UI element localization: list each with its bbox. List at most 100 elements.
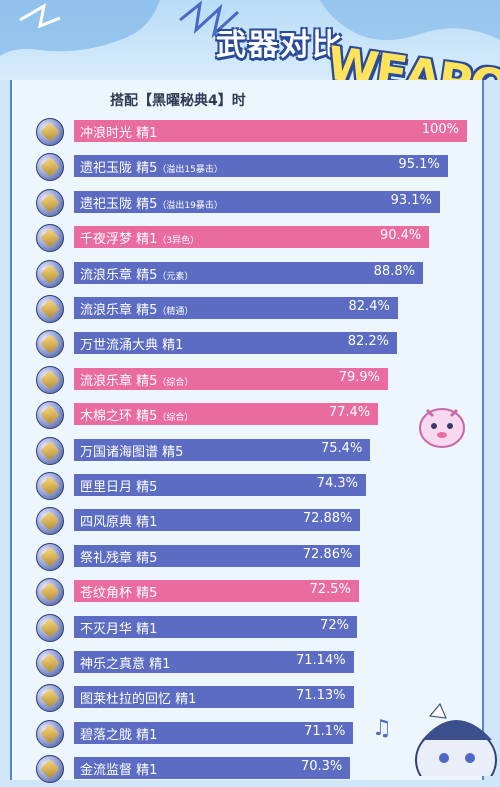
bar-row: 木棉之环 精5（综合） 77.4% — [0, 397, 500, 433]
bar-label: 遗祀玉陇 精5（溢出19暴击） — [80, 193, 223, 212]
bar-row: 金流监督 精1 70.3% — [0, 751, 500, 787]
bar-row: 苍纹角杯 精5 72.5% — [0, 574, 500, 610]
bar-label-text: 匣里日月 精5 — [80, 480, 158, 495]
bar-row: 冲浪时光 精1 100% — [0, 114, 500, 150]
weapon-icon — [36, 684, 64, 713]
bar-row: 遗祀玉陇 精5（溢出15暴击） 95.1% — [0, 149, 500, 185]
bar-label-text: 神乐之真意 精1 — [80, 657, 171, 672]
weapon-glyph-icon — [40, 369, 60, 390]
bar-label-text: 图莱杜拉的回忆 精1 — [80, 692, 197, 708]
weapon-glyph-icon — [40, 157, 60, 178]
banner-wave-decoration — [0, 0, 500, 56]
bar-value-label: 72.88% — [302, 511, 353, 527]
page-title: 武器对比 — [216, 28, 344, 63]
bar-label-text: 千夜浮梦 精1 — [80, 232, 158, 248]
bar-label-text: 不灭月华 精1 — [80, 621, 158, 637]
weapon-icon — [36, 542, 64, 571]
bar-row: 流浪乐章 精5（精通） 82.4% — [0, 291, 500, 327]
bar-value-label: 77.4% — [328, 405, 371, 421]
bar-value-label: 95.1% — [398, 157, 440, 173]
bar-label: 祭礼残章 精5 — [80, 547, 157, 566]
bar-value-label: 71.13% — [295, 688, 346, 704]
bar-label-text: 金流监督 精1 — [80, 763, 158, 779]
bar: 碧落之胧 精1 71.1% — [74, 721, 354, 744]
bar-value-label: 93.1% — [390, 192, 432, 208]
bar-row: 碧落之胧 精1 71.1% — [0, 716, 500, 752]
weapon-icon — [36, 118, 64, 146]
bar: 不灭月华 精1 72% — [74, 615, 357, 638]
bar-row: 神乐之真意 精1 71.14% — [0, 645, 500, 681]
weapon-icon — [36, 472, 64, 500]
bar-label-note: （元素） — [157, 271, 194, 282]
bar-value-label: 75.4% — [321, 440, 363, 456]
weapon-icon — [36, 613, 64, 642]
bar-label-text: 冲浪时光 精1 — [80, 126, 158, 141]
bar-label: 冲浪时光 精1 — [80, 122, 157, 141]
bar-row: 千夜浮梦 精1（3异色） 90.4% — [0, 220, 500, 256]
bar-row: 流浪乐章 精5（元素） 88.8% — [0, 256, 500, 292]
bar-value-label: 79.9% — [338, 369, 380, 385]
bar-label: 金流监督 精1 — [80, 759, 157, 778]
weapon-glyph-icon — [40, 405, 60, 426]
character-illustration-icon — [415, 703, 497, 776]
bar: 万国诸海图谱 精5 75.4% — [74, 438, 371, 461]
bar: 流浪乐章 精5（综合） 79.9% — [74, 367, 388, 390]
bar-row: 万国诸海图谱 精5 75.4% — [0, 433, 500, 469]
bar-value-label: 74.3% — [316, 476, 358, 491]
bar-value-label: 82.4% — [348, 299, 390, 314]
bar-label-text: 万国诸海图谱 精5 — [80, 444, 184, 460]
bar-label: 万国诸海图谱 精5 — [80, 441, 183, 460]
bar-value-label: 72.5% — [309, 582, 351, 598]
weapon-glyph-icon — [40, 334, 60, 355]
weapon-glyph-icon — [40, 440, 60, 461]
bar-label-note: （3异色） — [157, 236, 200, 247]
weapon-icon — [36, 365, 64, 394]
chart-subtitle: 搭配【黑曜秘典4】时 — [110, 93, 246, 109]
bar-label: 木棉之环 精5（综合） — [80, 405, 193, 424]
bar-label-note: （综合） — [157, 413, 194, 424]
bar: 四风原典 精1 72.88% — [74, 509, 361, 532]
weapon-glyph-icon — [40, 476, 60, 496]
bar-label-text: 遗祀玉陇 精5 — [80, 161, 158, 177]
bar-value-label: 71.14% — [296, 653, 346, 668]
bar-value-label: 70.3% — [300, 759, 343, 775]
bar-label-text: 万世流涌大典 精1 — [80, 338, 184, 354]
bar: 千夜浮梦 精1（3异色） 90.4% — [74, 226, 430, 249]
bar: 遗祀玉陇 精5（溢出15暴击） 95.1% — [74, 155, 448, 178]
bar: 匣里日月 精5 74.3% — [74, 474, 366, 496]
bar: 流浪乐章 精5（精通） 82.4% — [74, 297, 398, 319]
bar-row: 四风原典 精1 72.88% — [0, 503, 500, 539]
bar-label-text: 碧落之胧 精1 — [80, 727, 158, 743]
weapon-glyph-icon — [40, 263, 60, 284]
bar-label-note: （精通） — [157, 307, 194, 317]
bar-label: 匣里日月 精5 — [80, 476, 157, 495]
weapon-glyph-icon — [40, 653, 60, 673]
bar-label-text: 木棉之环 精5 — [80, 409, 158, 425]
bar-label-note: （综合） — [157, 377, 194, 388]
bar-label: 千夜浮梦 精1（3异色） — [80, 228, 199, 247]
bar-value-label: 100% — [421, 122, 459, 137]
weapon-glyph-icon — [40, 617, 60, 638]
weapon-icon — [36, 259, 64, 288]
bar-label: 流浪乐章 精5（元素） — [80, 264, 193, 283]
bar-label: 流浪乐章 精5（综合） — [80, 370, 193, 389]
weapon-icon — [36, 649, 64, 677]
bar-label: 神乐之真意 精1 — [80, 653, 170, 672]
weapon-glyph-icon — [40, 759, 60, 780]
weapon-glyph-icon — [40, 192, 60, 213]
header-banner: 武器对比 WEAPO — [0, 0, 500, 80]
weapon-icon — [36, 153, 64, 182]
bar-row: 不灭月华 精1 72% — [0, 610, 500, 646]
bar-value-label: 88.8% — [373, 263, 415, 279]
bar: 神乐之真意 精1 71.14% — [74, 651, 354, 673]
bar-label-text: 流浪乐章 精5 — [80, 303, 158, 318]
bar: 遗祀玉陇 精5（溢出19暴击） 93.1% — [74, 190, 440, 213]
bar: 金流监督 精1 70.3% — [74, 757, 351, 780]
bar-row: 图莱杜拉的回忆 精1 71.13% — [0, 680, 500, 716]
bar-label-text: 遗祀玉陇 精5 — [80, 196, 158, 212]
weapon-glyph-icon — [40, 723, 60, 744]
bar: 祭礼残章 精5 72.86% — [74, 544, 361, 567]
weapon-icon — [36, 578, 64, 607]
weapon-icon — [36, 295, 64, 323]
bar-label: 流浪乐章 精5（精通） — [80, 299, 193, 318]
